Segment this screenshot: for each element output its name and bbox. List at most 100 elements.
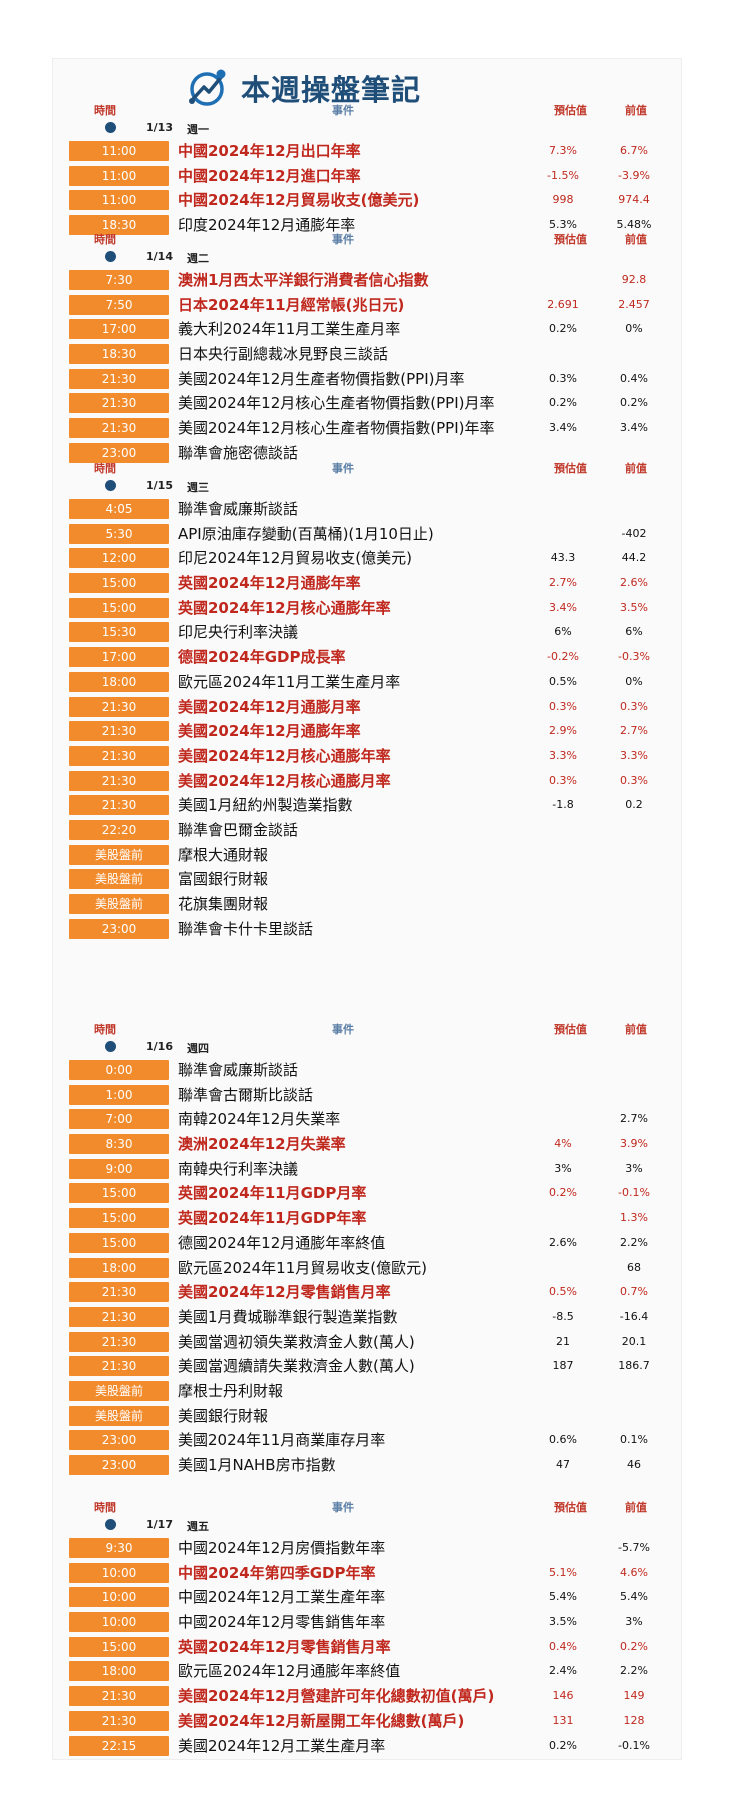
- header-event: 事件: [332, 104, 354, 117]
- event-row: 17:00 德國2024年GDP成長率 -0.2% -0.3%: [52, 645, 680, 670]
- trading-logo-icon: [189, 69, 226, 106]
- previous-value: 3%: [625, 1161, 643, 1175]
- previous-value: 186.7: [618, 1359, 650, 1373]
- event-row: 15:00 英國2024年12月核心通膨年率 3.4% 3.5%: [52, 596, 680, 621]
- event-row: 21:30 美國2024年12月核心通膨月率 0.3% 0.3%: [52, 769, 680, 794]
- event-row: 11:00 中國2024年12月出口年率 7.3% 6.7%: [52, 139, 680, 164]
- event-name: 美國銀行財報: [178, 1406, 269, 1425]
- forecast-value: 187: [552, 1359, 574, 1373]
- event-row: 18:00 歐元區2024年11月工業生產月率 0.5% 0%: [52, 670, 680, 695]
- event-name: 聯準會巴爾金談話: [178, 820, 299, 839]
- header-time: 時間: [94, 104, 116, 117]
- event-name: 中國2024年第四季GDP年率: [178, 1563, 376, 1582]
- previous-value: 0.4%: [620, 371, 648, 385]
- time-badge: 23:00: [69, 1455, 169, 1475]
- bullet-dot-icon: [105, 1519, 116, 1530]
- event-name: 聯準會威廉斯談話: [178, 500, 299, 518]
- time-badge: 15:00: [69, 1183, 169, 1204]
- event-row: 21:30 美國2024年12月核心通膨年率 3.3% 3.3%: [52, 744, 680, 769]
- time-badge: 21:30: [69, 696, 169, 717]
- previous-value: 20.1: [621, 1334, 647, 1348]
- forecast-value: -1.8: [552, 798, 574, 812]
- event-row: 7:30 澳洲1月西太平洋銀行消費者信心指數 92.8: [52, 268, 680, 293]
- event-name: 中國2024年12月進口年率: [178, 166, 361, 185]
- time-badge: 11:00: [69, 190, 169, 211]
- event-name: 美國2024年12月零售銷售月率: [178, 1283, 391, 1302]
- forecast-value: 3.4%: [549, 600, 577, 614]
- title-bar: 本週操盤筆記: [185, 62, 421, 114]
- event-name: 英國2024年11月GDP年率: [178, 1209, 367, 1228]
- time-badge: 15:00: [69, 1208, 169, 1229]
- previous-value: 0.2%: [620, 1639, 648, 1653]
- event-row: 10:00 中國2024年第四季GDP年率 5.1% 4.6%: [52, 1561, 680, 1586]
- time-badge: 18:00: [69, 1257, 169, 1278]
- event-name: 美國2024年12月通膨月率: [178, 697, 361, 716]
- header-forecast: 預估值: [554, 1501, 587, 1514]
- forecast-value: 0.5%: [549, 674, 577, 688]
- header-event: 事件: [332, 462, 354, 475]
- time-badge: 4:05: [69, 499, 169, 519]
- time-badge: 21:30: [69, 1282, 169, 1303]
- previous-value: 6.7%: [620, 144, 648, 157]
- weekday-label: 週一: [187, 123, 209, 136]
- time-badge: 23:00: [69, 918, 169, 939]
- date-label: 1/14: [146, 250, 173, 263]
- previous-value: 3.5%: [620, 600, 648, 614]
- header-event: 事件: [332, 1501, 354, 1514]
- event-name: 花旗集團財報: [178, 895, 269, 913]
- date-line: 1/16 週四: [52, 1036, 680, 1058]
- time-badge: 21:30: [69, 721, 169, 742]
- event-row: 9:30 中國2024年12月房價指數年率 -5.7%: [52, 1536, 680, 1561]
- time-badge: 9:00: [69, 1158, 169, 1179]
- time-badge: 10:00: [69, 1612, 169, 1633]
- previous-value: -0.1%: [618, 1186, 650, 1200]
- previous-value: 44.2: [621, 551, 647, 565]
- event-name: 聯準會古爾斯比談話: [178, 1085, 314, 1104]
- column-header: 時間 事件 預估值 前值: [52, 1494, 680, 1514]
- event-name: 美國2024年12月核心生產者物價指數(PPI)年率: [178, 419, 495, 438]
- forecast-value: 0.2%: [549, 1186, 577, 1200]
- time-badge: 15:30: [69, 622, 169, 643]
- day-section: 時間 事件 預估值 前值 1/17 週五 9:30 中國2024年12月房價指數年率 -5.7%…: [52, 1494, 680, 1758]
- previous-value: 2.457: [618, 297, 650, 311]
- event-row: 23:00 聯準會施密德談話: [52, 441, 680, 466]
- weekday-label: 週三: [187, 481, 209, 494]
- day-section: 時間 事件 預估值 前值 1/13 週一 11:00 中國2024年12月出口年率 7.3% 6.…: [52, 97, 680, 238]
- time-badge: 21:30: [69, 1306, 169, 1327]
- event-name: 德國2024年12月通膨年率終值: [178, 1233, 386, 1252]
- event-row: 1:00 聯準會古爾斯比談話: [52, 1083, 680, 1108]
- previous-value: 5.48%: [616, 218, 652, 232]
- event-row: 11:00 中國2024年12月貿易收支(億美元) 998 974.4: [52, 188, 680, 213]
- event-row: 10:00 中國2024年12月零售銷售年率 3.5% 3%: [52, 1610, 680, 1635]
- event-row: 7:50 日本2024年11月經常帳(兆日元) 2.691 2.457: [52, 293, 680, 318]
- event-name: 南韓2024年12月失業率: [178, 1110, 341, 1129]
- time-badge: 7:50: [69, 294, 169, 315]
- event-name: 英國2024年12月通膨年率: [178, 574, 361, 593]
- event-row: 美股盤前 摩根士丹利財報: [52, 1379, 680, 1404]
- forecast-value: 0.3%: [549, 699, 577, 713]
- event-name: 澳洲2024年12月失業率: [178, 1135, 346, 1154]
- date-label: 1/15: [146, 479, 173, 492]
- forecast-value: 47: [556, 1458, 570, 1471]
- event-row: 4:05 聯準會威廉斯談話: [52, 497, 680, 522]
- time-badge: 23:00: [69, 442, 169, 463]
- forecast-value: 998: [552, 193, 574, 207]
- event-row: 22:15 美國2024年12月工業生產月率 0.2% -0.1%: [52, 1734, 680, 1759]
- header-forecast: 預估值: [554, 233, 587, 246]
- weekday-label: 週五: [187, 1520, 209, 1533]
- header-forecast: 預估值: [554, 104, 587, 117]
- event-name: 中國2024年12月出口年率: [178, 142, 361, 160]
- event-row: 21:30 美國2024年12月核心生產者物價指數(PPI)月率 0.2% 0.2%: [52, 391, 680, 416]
- event-row: 21:30 美國1月費城聯準銀行製造業指數 -8.5 -16.4: [52, 1305, 680, 1330]
- forecast-value: 0.5%: [549, 1285, 577, 1299]
- event-row: 15:00 英國2024年11月GDP月率 0.2% -0.1%: [52, 1181, 680, 1206]
- event-name: 美國2024年12月工業生產月率: [178, 1736, 386, 1755]
- forecast-value: 3.5%: [549, 1615, 577, 1629]
- time-badge: 0:00: [69, 1060, 169, 1080]
- forecast-value: 146: [552, 1689, 574, 1703]
- event-row: 21:30 美國2024年12月通膨年率 2.9% 2.7%: [52, 719, 680, 744]
- event-name: 歐元區2024年12月通膨年率終值: [178, 1662, 401, 1681]
- event-name: 美國2024年12月生產者物價指數(PPI)月率: [178, 369, 465, 388]
- event-row: 美股盤前 富國銀行財報: [52, 867, 680, 892]
- forecast-value: 43.3: [550, 551, 576, 565]
